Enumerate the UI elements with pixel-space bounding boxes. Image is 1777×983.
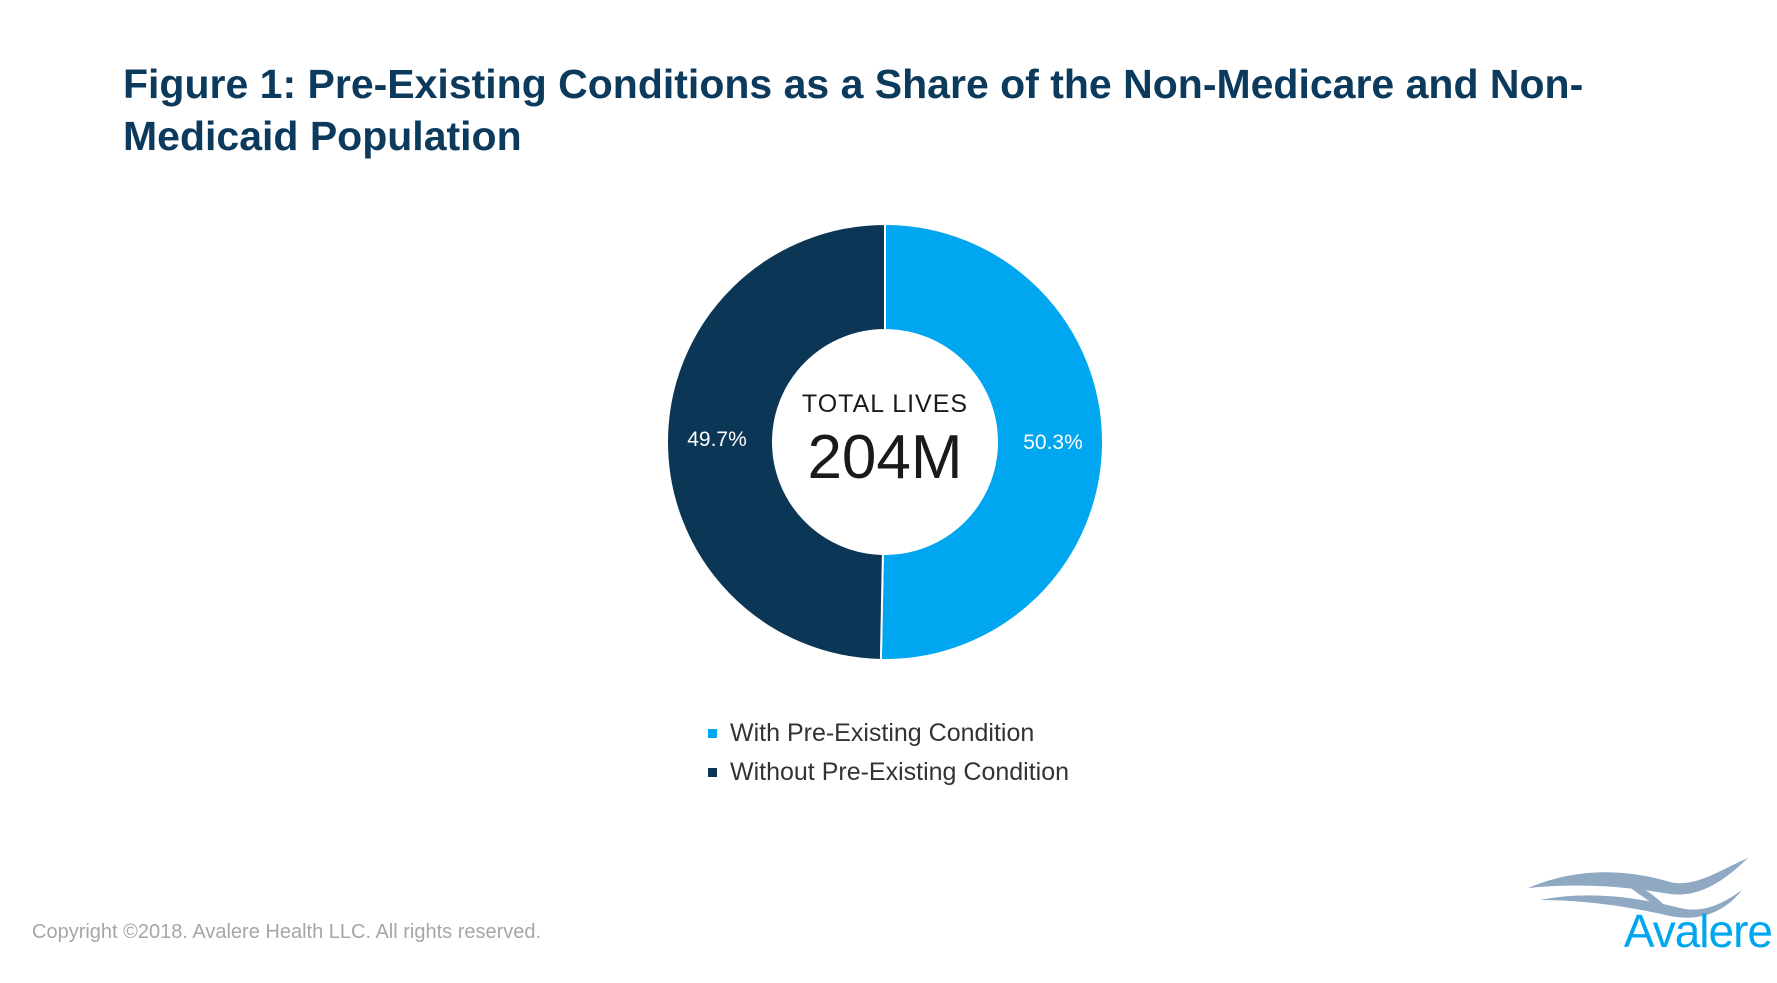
- logo-swoosh-tail: [1615, 876, 1672, 914]
- legend: With Pre-Existing Condition Without Pre-…: [708, 714, 1069, 792]
- logo-swoosh-lower: [1540, 890, 1742, 918]
- data-label-with-condition: 50.3%: [1023, 431, 1083, 454]
- logo-swoosh-upper: [1528, 858, 1748, 895]
- legend-item-without-condition: Without Pre-Existing Condition: [708, 753, 1069, 792]
- page-title: Figure 1: Pre-Existing Conditions as a S…: [123, 61, 1584, 159]
- legend-swatch-with-condition: [708, 729, 717, 738]
- legend-item-with-condition: With Pre-Existing Condition: [708, 714, 1069, 753]
- donut-slice-with-condition: [879, 222, 1105, 661]
- donut-chart: 50.3% 49.7%: [666, 222, 1105, 661]
- donut-slice-without-condition: [666, 222, 886, 661]
- center-value: 204M: [807, 423, 963, 492]
- data-label-without-condition: 49.7%: [687, 428, 747, 451]
- legend-label-with-condition: With Pre-Existing Condition: [730, 719, 1035, 747]
- logo-wordmark: Avalere: [1623, 905, 1773, 957]
- legend-swatch-without-condition: [708, 768, 717, 777]
- avalere-logo-icon: [1528, 858, 1748, 918]
- copyright-notice: Copyright ©2018. Avalere Health LLC. All…: [32, 921, 542, 943]
- legend-label-without-condition: Without Pre-Existing Condition: [730, 758, 1070, 786]
- center-caption: TOTAL LIVES: [801, 390, 969, 418]
